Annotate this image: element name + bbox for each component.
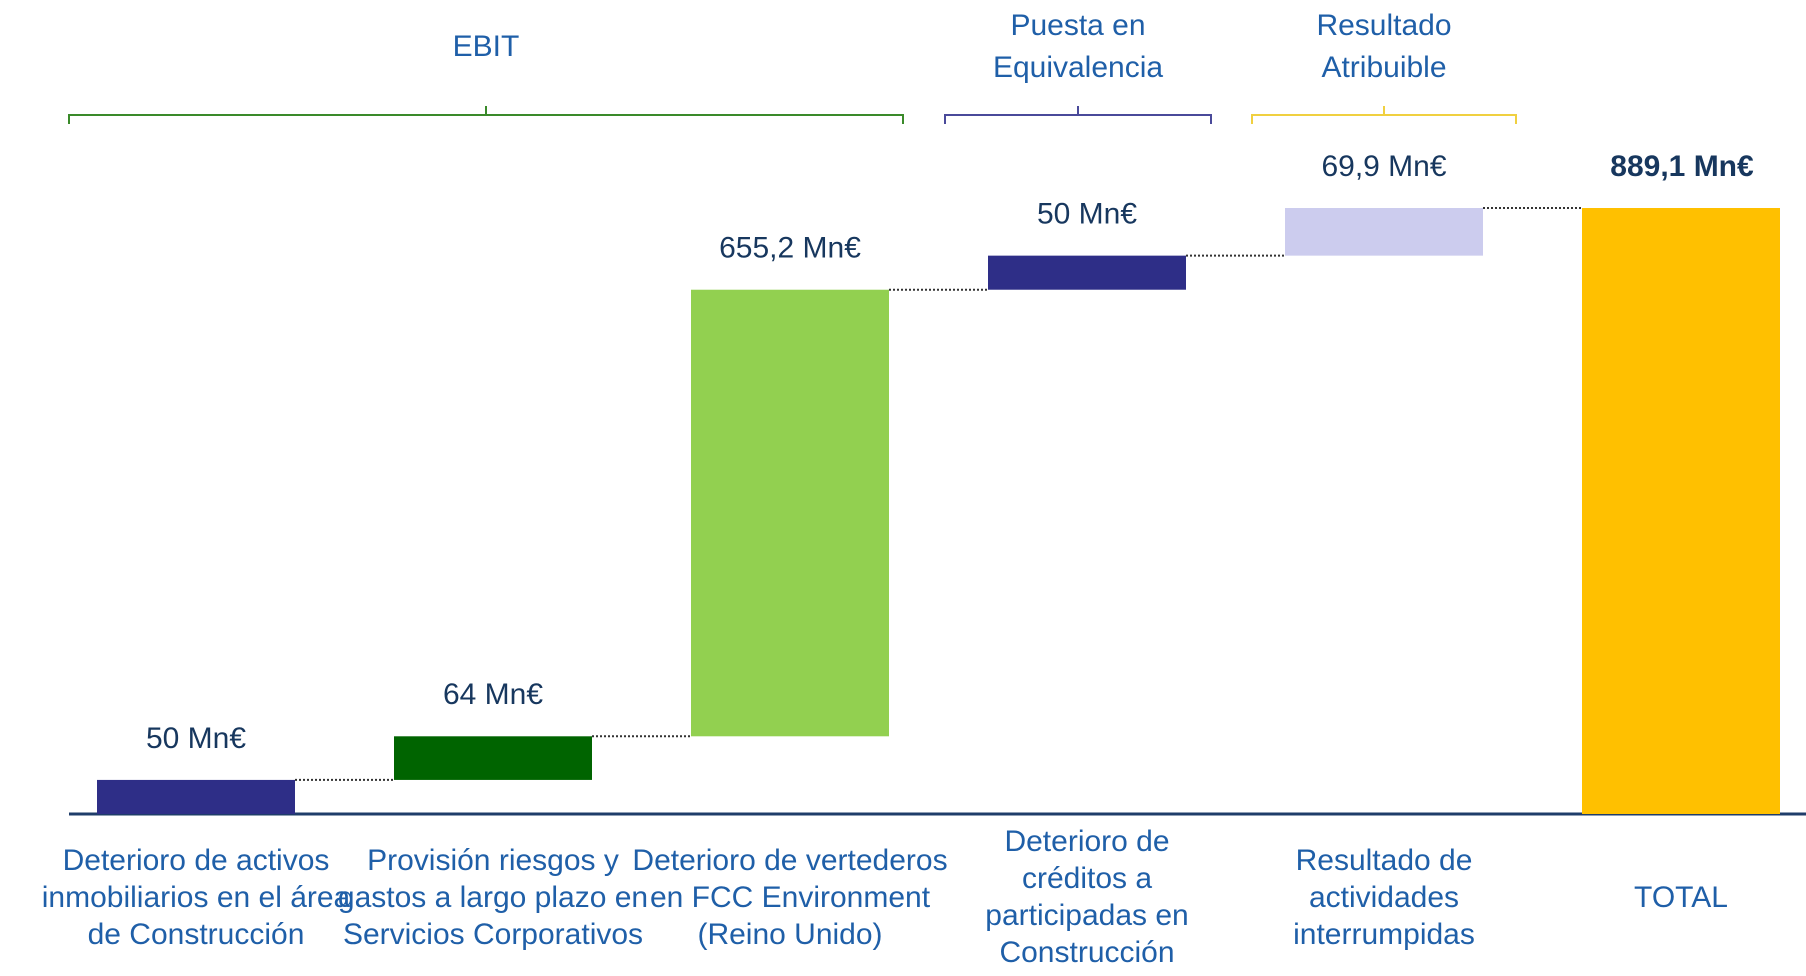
- value-label: 655,2 Mn€: [719, 232, 861, 265]
- bar: [394, 736, 592, 780]
- bar: [1582, 208, 1780, 814]
- bar: [691, 289, 889, 737]
- value-label: 889,1 Mn€: [1610, 150, 1754, 183]
- value-label: 50 Mn€: [146, 722, 246, 755]
- group-label: EBIT: [452, 30, 520, 63]
- category-label: Provisión riesgos y gastos a largo plazo…: [337, 843, 649, 951]
- group-bracket: [1251, 106, 1517, 124]
- category-label: Deterioro de activos inmobiliarios en el…: [41, 843, 351, 951]
- category-label: Deterioro de vertederos en FCC Environme…: [632, 843, 948, 951]
- group-bracket: [944, 106, 1212, 124]
- value-label: 50 Mn€: [1037, 198, 1137, 231]
- category-label: Resultado de actividades interrumpidas: [1293, 843, 1475, 951]
- group-label: Resultado Atribuible: [1316, 9, 1452, 84]
- bar: [1285, 208, 1483, 256]
- value-label: 69,9 Mn€: [1321, 150, 1446, 183]
- bar: [97, 779, 295, 814]
- bar: [988, 255, 1186, 290]
- value-label: 64 Mn€: [443, 678, 543, 711]
- group-bracket: [68, 106, 904, 124]
- category-label: TOTAL: [1634, 880, 1728, 914]
- group-label: Puesta en Equivalencia: [992, 9, 1164, 84]
- category-label: Deterioro de créditos a participadas en …: [985, 825, 1189, 969]
